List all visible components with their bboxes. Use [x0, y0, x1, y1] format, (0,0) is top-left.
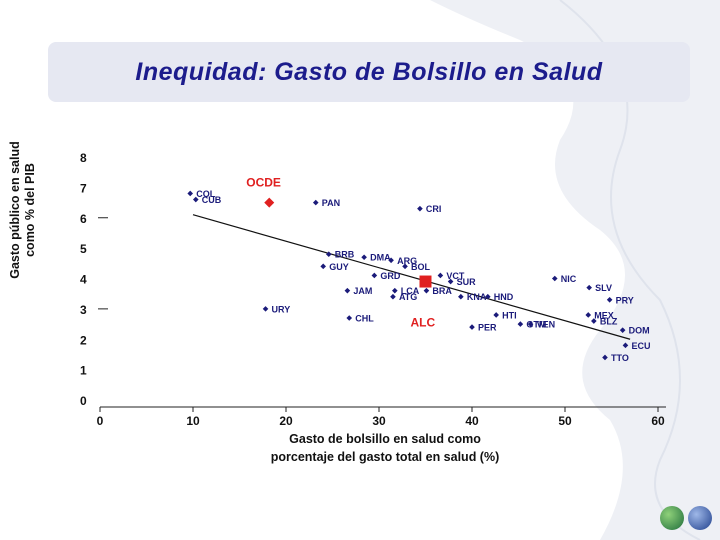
point-label: BRA [432, 286, 452, 296]
data-point [469, 324, 475, 330]
point-label: PAN [322, 198, 340, 208]
point-label: ARG [397, 256, 417, 266]
point-label: HND [494, 292, 514, 302]
data-point [585, 312, 592, 318]
point-label: CHL [355, 313, 374, 323]
y-tick-label: 0 [80, 394, 87, 408]
point-label: BOL [411, 262, 431, 272]
trend-line [192, 214, 631, 340]
data-point [417, 205, 423, 212]
point-label: ECU [631, 341, 650, 351]
data-point [606, 296, 613, 303]
x-tick-label: 30 [372, 414, 386, 428]
data-point [527, 321, 534, 327]
data-point [458, 293, 464, 300]
point-label: MEX [594, 310, 614, 320]
emblem-icon [688, 506, 712, 530]
y-tick-label: 6 [80, 212, 87, 226]
point-label: ATG [399, 292, 417, 302]
logo [660, 506, 712, 530]
point-label: COL [196, 189, 216, 199]
data-point [262, 306, 269, 312]
y-tick-label: 2 [80, 333, 87, 347]
data-point [551, 275, 558, 282]
data-point [517, 321, 524, 327]
data-point [437, 272, 444, 279]
point-label: SUR [457, 277, 477, 287]
point-label: URY [272, 304, 291, 314]
data-point [361, 254, 367, 261]
data-point [402, 263, 408, 270]
data-point [346, 315, 353, 321]
data-point [619, 327, 626, 333]
data-point [586, 284, 592, 291]
x-axis-label-line-2: porcentaje del gasto total en salud (%) [270, 450, 500, 464]
point-label: DOM [629, 326, 650, 336]
point-label: BLZ [600, 317, 618, 327]
x-tick-label: 40 [465, 414, 479, 428]
x-tick-label: 50 [558, 414, 572, 428]
data-point [447, 278, 454, 285]
globe-icon [660, 506, 684, 530]
point-label: KNA [467, 292, 487, 302]
y-tick-label: 8 [80, 151, 87, 165]
chart-title: Inequidad: Gasto de Bolsillo en Salud [135, 57, 603, 86]
data-point [493, 312, 499, 318]
data-point [390, 293, 396, 300]
data-point [187, 190, 194, 197]
point-label: GTM [526, 320, 546, 330]
point-label: TTO [611, 353, 629, 363]
x-axis-label-line-1: Gasto de bolsillo en salud como [289, 432, 481, 446]
y-tick-label: 5 [80, 242, 87, 256]
title-banner: Inequidad: Gasto de Bolsillo en Salud [48, 42, 690, 102]
data-point [312, 199, 319, 206]
data-point [192, 196, 199, 203]
highlight-label: ALC [411, 316, 436, 330]
x-tick-label: 60 [651, 414, 665, 428]
data-point [344, 287, 351, 294]
point-label: NIC [561, 274, 577, 284]
highlight-label: OCDE [246, 176, 281, 190]
point-label: CRI [426, 204, 442, 214]
y-tick-label: 7 [80, 181, 87, 195]
x-tick-label: 10 [186, 414, 200, 428]
x-tick-label: 0 [97, 414, 104, 428]
point-label: GUY [329, 262, 349, 272]
data-point [485, 293, 491, 300]
point-label: PRY [616, 295, 634, 305]
point-label: BRB [335, 250, 355, 260]
data-point [423, 287, 430, 294]
point-label: DMA [370, 253, 391, 263]
data-point [622, 342, 629, 349]
point-label: GRD [380, 271, 401, 281]
point-label: HTI [502, 310, 517, 320]
point-label: PER [478, 323, 497, 333]
y-tick-label: 3 [80, 303, 87, 317]
data-point [392, 287, 398, 294]
y-tick-label: 1 [80, 364, 87, 378]
point-label: VEN [537, 320, 556, 330]
data-point [371, 272, 378, 279]
y-tick-label: 4 [80, 273, 87, 287]
x-axis-label: Gasto de bolsillo en salud como porcenta… [220, 430, 550, 466]
data-point [591, 318, 597, 324]
point-label: SLV [595, 283, 612, 293]
data-point [602, 354, 608, 361]
point-label: VCT [446, 271, 465, 281]
data-point [388, 257, 394, 264]
x-tick-label: 20 [279, 414, 293, 428]
data-point [325, 251, 332, 257]
point-label: CUB [202, 195, 222, 205]
point-label: LCA [401, 286, 420, 296]
data-point [320, 263, 326, 270]
highlight-point [419, 275, 432, 288]
point-label: JAM [353, 286, 372, 296]
highlight-point [264, 197, 275, 208]
